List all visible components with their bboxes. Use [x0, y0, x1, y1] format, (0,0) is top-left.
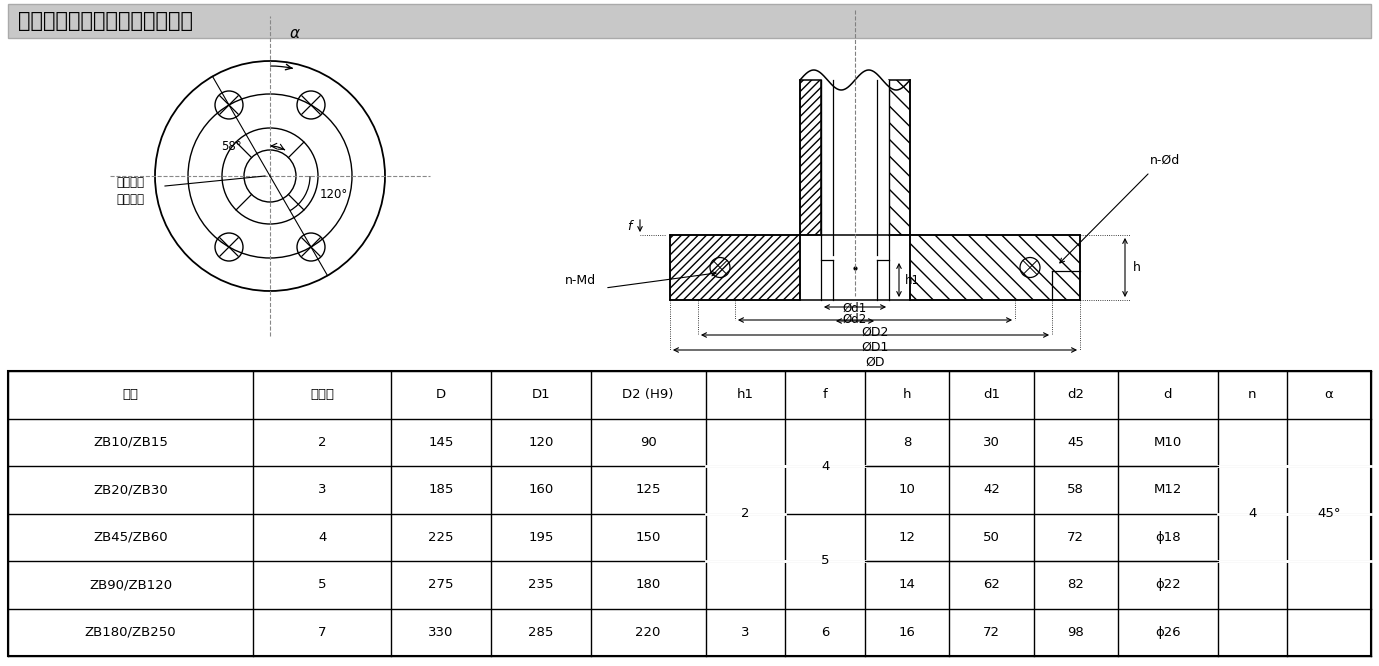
- Text: 型号: 型号: [123, 388, 139, 401]
- Text: α: α: [1324, 388, 1333, 401]
- Text: 160: 160: [528, 484, 553, 496]
- Text: ZB180/ZB250: ZB180/ZB250: [85, 626, 177, 639]
- Text: 195: 195: [528, 531, 553, 543]
- Text: 225: 225: [429, 531, 454, 543]
- Text: ØD2: ØD2: [862, 326, 888, 339]
- Bar: [821, 80, 889, 235]
- Bar: [8, 4, 1371, 38]
- Text: ϕ22: ϕ22: [1156, 578, 1180, 591]
- Text: 120°: 120°: [320, 188, 349, 200]
- Text: n-Ød: n-Ød: [1150, 153, 1180, 166]
- Text: 45: 45: [1067, 436, 1084, 449]
- Text: ϕ26: ϕ26: [1156, 626, 1180, 639]
- Text: h1: h1: [736, 388, 754, 401]
- Text: 16: 16: [899, 626, 916, 639]
- Text: 150: 150: [636, 531, 661, 543]
- Text: D1: D1: [531, 388, 550, 401]
- Text: 42: 42: [983, 484, 1000, 496]
- Text: ØD1: ØD1: [862, 341, 888, 354]
- Text: ØD: ØD: [865, 356, 885, 369]
- Bar: [800, 80, 821, 235]
- Text: 180: 180: [636, 578, 661, 591]
- Bar: [8, 371, 1371, 656]
- Text: n: n: [1248, 388, 1256, 401]
- Text: ZB10/ZB15: ZB10/ZB15: [94, 436, 168, 449]
- Text: 62: 62: [983, 578, 1000, 591]
- Text: 5: 5: [821, 555, 829, 567]
- Text: 7: 7: [319, 626, 327, 639]
- Text: 275: 275: [429, 578, 454, 591]
- Text: h: h: [903, 388, 912, 401]
- Text: 与螺杆轴
心线平行: 与螺杆轴 心线平行: [116, 176, 143, 206]
- Text: 120: 120: [528, 436, 553, 449]
- Text: 125: 125: [636, 484, 661, 496]
- Text: 30: 30: [983, 436, 1000, 449]
- Text: 185: 185: [429, 484, 454, 496]
- Text: D2 (H9): D2 (H9): [622, 388, 674, 401]
- Text: 5: 5: [319, 578, 327, 591]
- Text: 58: 58: [1067, 484, 1084, 496]
- Text: 12: 12: [899, 531, 916, 543]
- Text: 6: 6: [821, 626, 829, 639]
- Text: 4: 4: [821, 460, 829, 472]
- Text: D: D: [436, 388, 447, 401]
- Text: 330: 330: [429, 626, 454, 639]
- Text: n-Md: n-Md: [564, 274, 596, 286]
- Text: h: h: [1134, 261, 1140, 274]
- Text: 10: 10: [899, 484, 916, 496]
- Text: d1: d1: [983, 388, 1000, 401]
- Text: 72: 72: [1067, 531, 1084, 543]
- Text: 法兰号: 法兰号: [310, 388, 334, 401]
- Text: 220: 220: [636, 626, 661, 639]
- Text: 90: 90: [640, 436, 656, 449]
- Text: ϕ18: ϕ18: [1156, 531, 1180, 543]
- Text: 82: 82: [1067, 578, 1084, 591]
- Text: ZB20/ZB30: ZB20/ZB30: [94, 484, 168, 496]
- Text: ZB45/ZB60: ZB45/ZB60: [94, 531, 168, 543]
- Bar: [889, 80, 910, 235]
- Text: 72: 72: [983, 626, 1000, 639]
- Text: 2: 2: [741, 507, 750, 520]
- Text: ZB90/ZB120: ZB90/ZB120: [90, 578, 172, 591]
- Text: 58°: 58°: [222, 139, 241, 153]
- Text: 50: 50: [983, 531, 1000, 543]
- Text: f: f: [627, 220, 632, 232]
- Text: 3: 3: [741, 626, 750, 639]
- Text: d2: d2: [1067, 388, 1084, 401]
- Text: 8: 8: [903, 436, 912, 449]
- Text: f: f: [823, 388, 827, 401]
- Text: α: α: [290, 26, 301, 41]
- Text: 4: 4: [1248, 507, 1256, 520]
- Text: 与阀门连接的结构示意图及尺寸: 与阀门连接的结构示意图及尺寸: [18, 11, 193, 31]
- Text: M10: M10: [1154, 436, 1182, 449]
- Text: M12: M12: [1154, 484, 1182, 496]
- Text: 4: 4: [319, 531, 327, 543]
- Text: 235: 235: [528, 578, 553, 591]
- Text: h1: h1: [905, 274, 920, 286]
- Bar: [910, 235, 1080, 300]
- Text: 14: 14: [899, 578, 916, 591]
- Text: 98: 98: [1067, 626, 1084, 639]
- Text: 145: 145: [429, 436, 454, 449]
- Bar: [8, 371, 1371, 656]
- Text: 2: 2: [319, 436, 327, 449]
- Text: 45°: 45°: [1317, 507, 1340, 520]
- Bar: [670, 235, 800, 300]
- Text: 3: 3: [319, 484, 327, 496]
- Text: d: d: [1164, 388, 1172, 401]
- Text: Ød2: Ød2: [843, 313, 867, 326]
- Text: Ød1: Ød1: [843, 302, 867, 315]
- Text: 285: 285: [528, 626, 553, 639]
